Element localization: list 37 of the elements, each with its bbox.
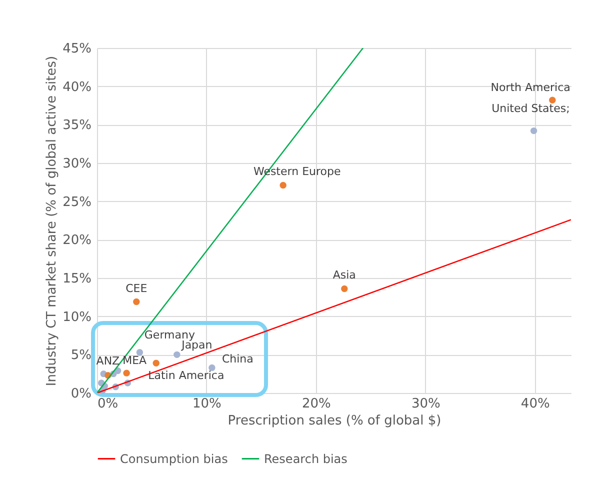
annotation: Germany <box>144 328 196 342</box>
annotation: Latin America <box>148 369 224 382</box>
y-axis-title: Industry CT market share (% of global active sites) <box>44 56 60 386</box>
y-tick-label: 5% <box>70 348 92 364</box>
point <box>123 370 130 376</box>
legend-label: Consumption bias <box>120 452 228 466</box>
point <box>280 182 286 189</box>
point <box>530 127 538 134</box>
x-axis-title: Prescription sales (% of global $) <box>228 414 442 428</box>
y-tick-label: 15% <box>62 272 92 286</box>
x-tick-label: 10% <box>192 396 222 412</box>
y-tick-label: 30% <box>62 156 92 172</box>
y-tick-label: 0% <box>70 386 92 402</box>
y-tick-label: 45% <box>62 42 92 56</box>
annotation: Asia <box>332 268 356 282</box>
y-tick-label: 35% <box>62 118 92 134</box>
point <box>136 349 144 356</box>
annotation: China <box>222 352 254 366</box>
annotation: CEE <box>126 282 148 295</box>
x-tick-label: 20% <box>302 396 331 412</box>
x-tick-label: 0% <box>98 396 118 412</box>
annotation: North America <box>490 81 570 94</box>
point <box>341 285 348 292</box>
annotation: United States; <box>492 102 570 115</box>
point <box>152 360 160 366</box>
point <box>549 96 556 104</box>
point <box>174 351 180 358</box>
annotation: MEA <box>122 354 148 368</box>
y-tick-label: 25% <box>62 194 92 210</box>
y-tick-label: 10% <box>62 310 92 325</box>
y-tick-label: 40% <box>62 80 92 95</box>
legend-label: Research bias <box>264 452 348 466</box>
x-tick-label: 40% <box>520 396 550 412</box>
annotation: ANZ <box>96 354 120 368</box>
x-tick-label: 30% <box>411 396 440 412</box>
y-tick-label: 20% <box>62 233 92 248</box>
point <box>133 298 140 306</box>
